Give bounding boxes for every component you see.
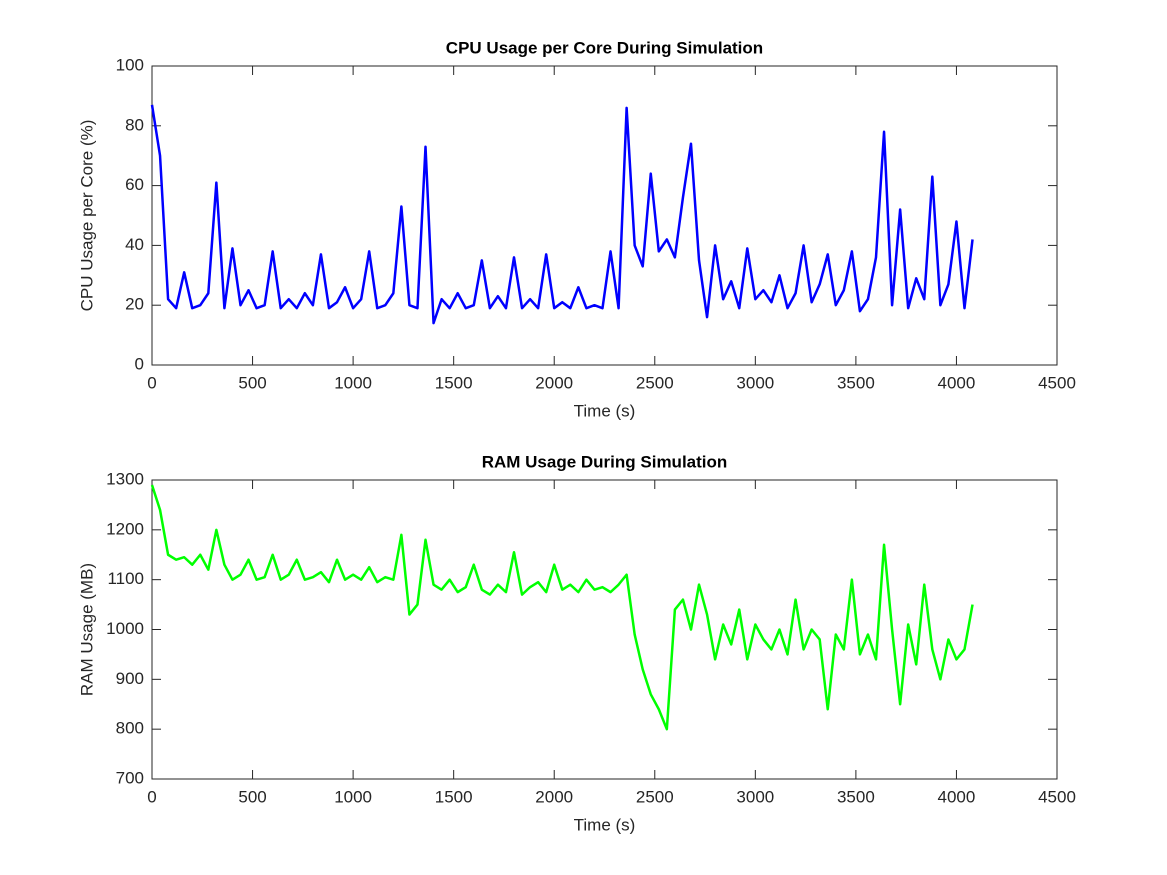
- x-tick-label: 2500: [636, 373, 674, 392]
- y-tick-label: 800: [116, 719, 144, 738]
- data-line: [150, 104, 974, 325]
- x-tick-label: 3000: [736, 787, 774, 806]
- x-tick-label: 1500: [435, 787, 473, 806]
- x-tick-label: 0: [147, 373, 156, 392]
- x-tick-label: 2000: [535, 787, 573, 806]
- x-tick-label: 3000: [736, 373, 774, 392]
- y-tick-label: 100: [116, 55, 144, 74]
- x-tick-label: 2500: [636, 787, 674, 806]
- x-axis-label: Time (s): [574, 401, 636, 420]
- chart-title: RAM Usage During Simulation: [482, 452, 728, 471]
- y-tick-label: 40: [125, 235, 144, 254]
- x-tick-label: 1500: [435, 373, 473, 392]
- x-tick-label: 0: [147, 787, 156, 806]
- y-tick-label: 1100: [107, 569, 144, 588]
- y-tick-label: 0: [135, 354, 144, 373]
- y-tick-label: 1200: [106, 519, 144, 538]
- y-tick-label: 1000: [106, 619, 144, 638]
- axes-box: [151, 479, 1058, 780]
- y-tick-label: 700: [116, 768, 144, 787]
- x-tick-label: 4500: [1038, 373, 1076, 392]
- x-tick-label: 1000: [334, 373, 372, 392]
- x-tick-label: 4000: [938, 787, 976, 806]
- y-tick-label: 20: [125, 295, 144, 314]
- x-axis-label: Time (s): [574, 815, 636, 834]
- x-tick-label: 2000: [535, 373, 573, 392]
- chart-title: CPU Usage per Core During Simulation: [446, 38, 763, 57]
- y-tick-label: 900: [116, 669, 144, 688]
- y-tick-label: 1300: [106, 469, 144, 488]
- x-tick-label: 500: [238, 373, 266, 392]
- axes-box: [151, 65, 1058, 366]
- x-tick-label: 3500: [837, 373, 875, 392]
- y-tick-label: 60: [125, 175, 144, 194]
- y-axis-label: CPU Usage per Core (%): [77, 120, 96, 312]
- x-tick-label: 500: [238, 787, 266, 806]
- x-tick-label: 3500: [837, 787, 875, 806]
- x-tick-label: 1000: [334, 787, 372, 806]
- x-tick-label: 4000: [938, 373, 976, 392]
- data-line: [150, 484, 974, 731]
- y-axis-label: RAM Usage (MB): [77, 563, 96, 696]
- y-tick-label: 80: [125, 115, 144, 134]
- x-tick-label: 4500: [1038, 787, 1076, 806]
